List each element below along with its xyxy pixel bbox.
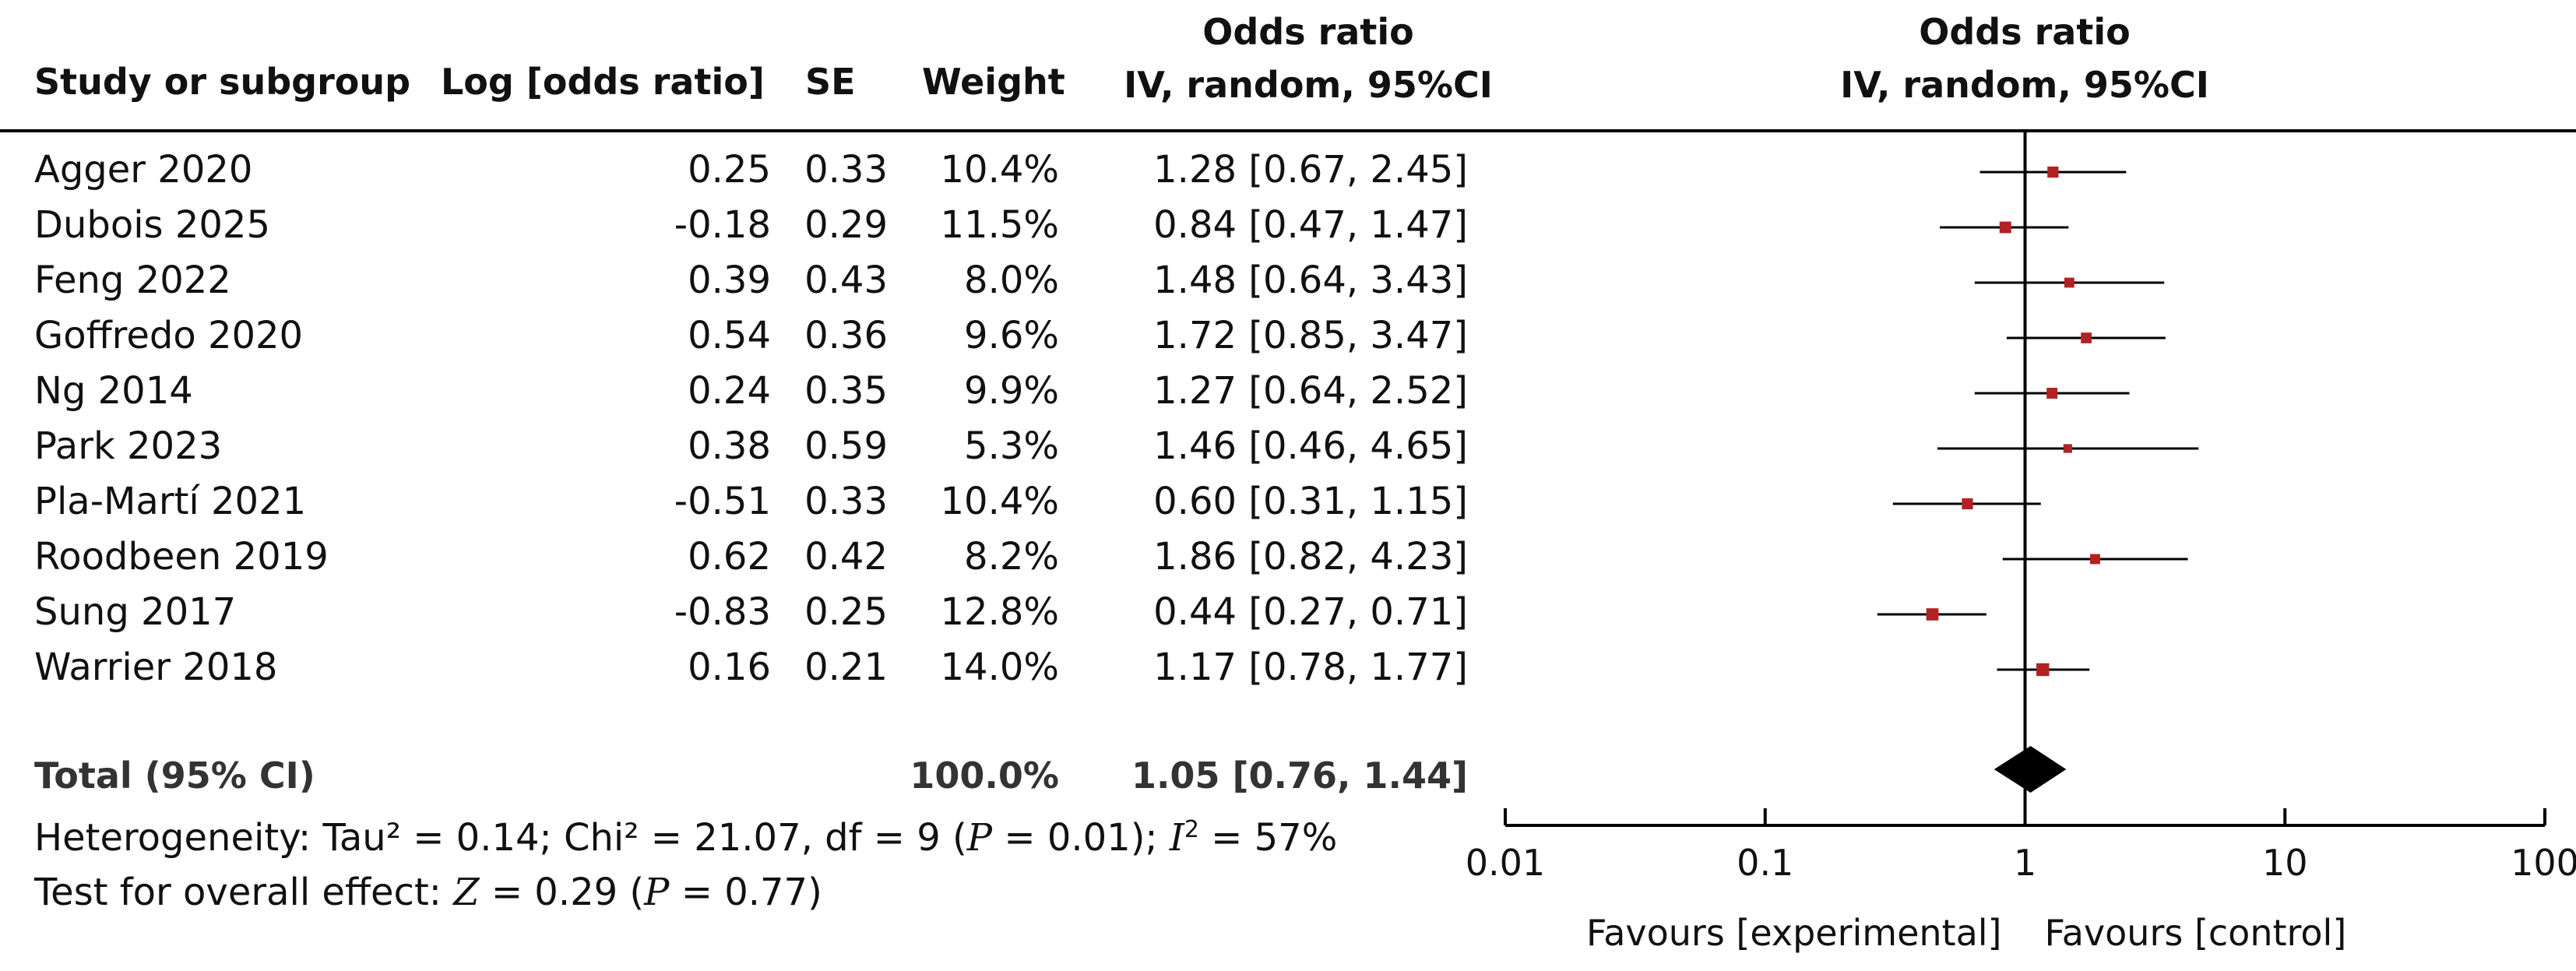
table-row-ci: 1.27 [0.64, 2.52] bbox=[1153, 369, 1468, 413]
table-row-se: 0.43 bbox=[804, 259, 888, 302]
table-row-log-or: 0.39 bbox=[688, 259, 771, 302]
overall-p-symbol: P bbox=[644, 871, 670, 914]
table-row-study: Feng 2022 bbox=[34, 259, 231, 302]
table-row-weight: 14.0% bbox=[940, 646, 1059, 689]
table-row-se: 0.33 bbox=[804, 480, 888, 523]
favours-left-label: Favours [experimental] bbox=[1586, 912, 2002, 954]
table-row-weight: 10.4% bbox=[940, 148, 1059, 192]
table-row-study: Agger 2020 bbox=[34, 148, 253, 192]
table-row-study: Roodbeen 2019 bbox=[34, 535, 329, 579]
table-row-weight: 5.3% bbox=[964, 424, 1059, 468]
heterogeneity-p-value: = 0.01); bbox=[992, 816, 1170, 860]
header-weight: Weight bbox=[922, 61, 1065, 103]
heterogeneity-text: Heterogeneity: Tau² = 0.14; Chi² = 21.07… bbox=[34, 816, 1337, 860]
heterogeneity-i-symbol: I bbox=[1169, 816, 1184, 860]
header-plot-line1: Odds ratio bbox=[1919, 11, 2131, 53]
header-log-or: Log [odds ratio] bbox=[441, 61, 765, 103]
table-row-ci: 1.46 [0.46, 4.65] bbox=[1153, 424, 1468, 468]
table-row-ci: 1.48 [0.64, 3.43] bbox=[1153, 259, 1468, 302]
table-row-study: Goffredo 2020 bbox=[34, 314, 304, 357]
table-row-study: Park 2023 bbox=[34, 424, 223, 468]
pooled-diamond bbox=[1994, 746, 2067, 793]
table-row-study: Dubois 2025 bbox=[34, 203, 270, 247]
effect-marker bbox=[2089, 554, 2100, 565]
favours-right-label: Favours [control] bbox=[2045, 912, 2347, 954]
effect-marker bbox=[1999, 221, 2011, 234]
effect-marker bbox=[2036, 663, 2050, 677]
table-row-study: Sung 2017 bbox=[34, 590, 237, 634]
heterogeneity-p-symbol: P bbox=[966, 816, 993, 860]
table-row-log-or: 0.16 bbox=[688, 646, 771, 689]
header-or-line2: IV, random, 95%CI bbox=[1124, 64, 1493, 106]
heterogeneity-i-superscript: 2 bbox=[1184, 816, 1199, 843]
overall-prefix: Test for overall effect: bbox=[34, 871, 454, 914]
x-tick-label: 1 bbox=[2014, 842, 2036, 884]
table-row-ci: 0.84 [0.47, 1.47] bbox=[1153, 203, 1468, 247]
table-row-weight: 12.8% bbox=[940, 590, 1059, 634]
effect-marker bbox=[1926, 608, 1939, 621]
header-study: Study or subgroup bbox=[34, 61, 411, 103]
effect-marker bbox=[1962, 498, 1973, 510]
effect-marker bbox=[2047, 166, 2059, 178]
table-row-ci: 1.72 [0.85, 3.47] bbox=[1153, 314, 1468, 357]
table-row-weight: 8.2% bbox=[964, 535, 1059, 579]
overall-z-value: = 0.29 ( bbox=[479, 871, 645, 914]
overall-effect-text: Test for overall effect: Z = 0.29 (P = 0… bbox=[34, 871, 822, 914]
effect-marker bbox=[2081, 332, 2092, 343]
total-label: Total (95% CI) bbox=[34, 755, 315, 797]
header-se: SE bbox=[805, 61, 856, 103]
table-row-log-or: 0.62 bbox=[688, 535, 771, 579]
table-row-log-or: -0.83 bbox=[674, 590, 771, 634]
table-row-ci: 0.44 [0.27, 0.71] bbox=[1153, 590, 1468, 634]
table-row-log-or: -0.18 bbox=[674, 203, 771, 247]
overall-z-symbol: Z bbox=[453, 871, 480, 914]
table-row-se: 0.36 bbox=[804, 314, 888, 357]
table-row-se: 0.29 bbox=[804, 203, 888, 247]
x-tick-label: 0.1 bbox=[1737, 842, 1793, 884]
table-row-ci: 1.28 [0.67, 2.45] bbox=[1153, 148, 1468, 192]
header-or-line1: Odds ratio bbox=[1202, 11, 1414, 53]
x-tick-label: 100 bbox=[2511, 842, 2576, 884]
heterogeneity-i-value: = 57% bbox=[1198, 816, 1338, 860]
table-row-study: Warrier 2018 bbox=[34, 646, 278, 689]
table-row-se: 0.42 bbox=[804, 535, 888, 579]
header-plot-line2: IV, random, 95%CI bbox=[1840, 64, 2209, 106]
table-row-ci: 0.60 [0.31, 1.15] bbox=[1153, 480, 1468, 523]
table-row-ci: 1.86 [0.82, 4.23] bbox=[1153, 535, 1468, 579]
table-row-weight: 10.4% bbox=[940, 480, 1059, 523]
table-row-log-or: 0.24 bbox=[688, 369, 771, 413]
table-row-log-or: 0.38 bbox=[688, 424, 771, 468]
total-weight: 100.0% bbox=[910, 755, 1059, 797]
table-row-se: 0.21 bbox=[804, 646, 888, 689]
table-row-study: Ng 2014 bbox=[34, 369, 193, 413]
table-row-weight: 11.5% bbox=[940, 203, 1059, 247]
table-row-weight: 8.0% bbox=[964, 259, 1059, 302]
x-tick-label: 10 bbox=[2262, 842, 2308, 884]
table-row-weight: 9.9% bbox=[964, 369, 1059, 413]
effect-marker bbox=[2063, 444, 2072, 453]
table-row-se: 0.35 bbox=[804, 369, 888, 413]
total-ci: 1.05 [0.76, 1.44] bbox=[1131, 755, 1468, 797]
effect-marker bbox=[2046, 388, 2058, 399]
x-tick-label: 0.01 bbox=[1466, 842, 1545, 884]
table-row-log-or: -0.51 bbox=[674, 480, 771, 523]
heterogeneity-prefix: Heterogeneity: Tau² = 0.14; Chi² = 21.07… bbox=[34, 816, 967, 860]
overall-p-value: = 0.77) bbox=[669, 871, 822, 914]
table-row-se: 0.25 bbox=[804, 590, 888, 634]
table-row-log-or: 0.25 bbox=[688, 148, 771, 192]
table-row-weight: 9.6% bbox=[964, 314, 1059, 357]
table-row-se: 0.33 bbox=[804, 148, 888, 192]
table-row-study: Pla-Martí 2021 bbox=[34, 480, 307, 523]
effect-marker bbox=[2064, 277, 2075, 288]
table-row-se: 0.59 bbox=[804, 424, 888, 468]
table-row-ci: 1.17 [0.78, 1.77] bbox=[1153, 646, 1468, 689]
table-row-log-or: 0.54 bbox=[688, 314, 771, 357]
